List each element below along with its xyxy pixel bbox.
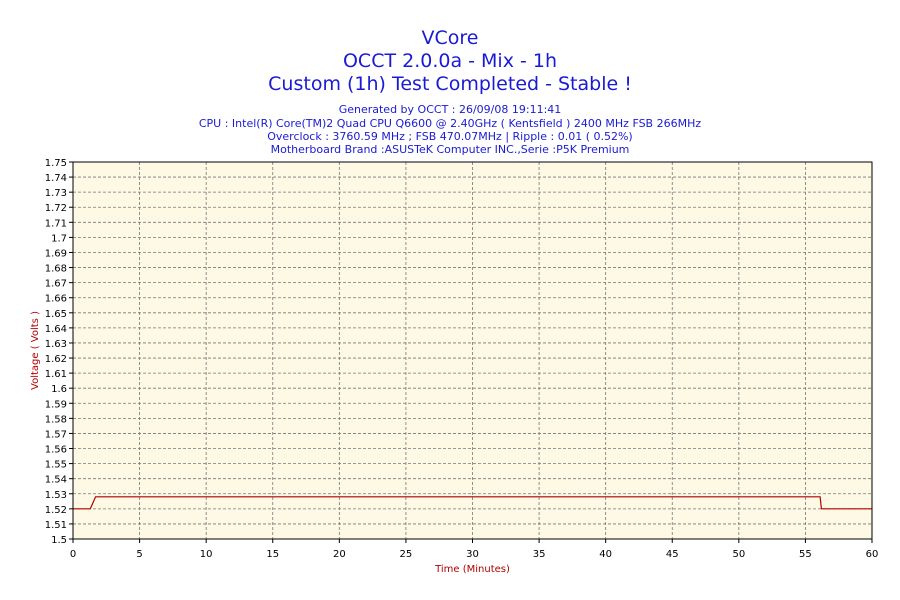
y-tick-label: 1.53 [45, 490, 67, 501]
y-tick-label: 1.52 [45, 505, 67, 516]
y-tick-label: 1.67 [45, 279, 67, 290]
x-tick-label: 60 [866, 549, 879, 560]
plot-border [72, 161, 873, 540]
y-tick-label: 1.74 [45, 173, 67, 184]
x-tick-label: 55 [799, 549, 812, 560]
y-tick-label: 1.62 [45, 354, 67, 365]
y-tick-label: 1.5 [51, 535, 67, 546]
y-axis-ticks: 1.5 1.51 1.52 1.53 1.54 1.55 1.56 1.57 1.58 1.59 1… [45, 158, 73, 546]
info-cpu: CPU : Intel(R) Core(TM)2 Quad CPU Q6600 … [198, 117, 702, 130]
x-tick-label: 25 [400, 549, 413, 560]
info-generated: Generated by OCCT : 26/09/08 19:11:41 [338, 103, 562, 116]
y-tick-label: 1.66 [45, 294, 67, 305]
x-axis-ticks: 0 5 10 15 20 25 30 35 40 45 50 55 60 [70, 539, 879, 560]
y-tick-label: 1.63 [45, 339, 67, 350]
info-overclock: Overclock : 3760.59 MHz ; FSB 470.07MHz … [267, 130, 633, 143]
x-axis-label: Time (Minutes) [434, 564, 510, 575]
y-tick-label: 1.54 [45, 475, 67, 486]
x-tick-label: 40 [599, 549, 612, 560]
x-tick-label: 50 [732, 549, 745, 560]
x-tick-label: 0 [70, 549, 76, 560]
x-tick-label: 35 [533, 549, 546, 560]
y-tick-label: 1.68 [45, 264, 67, 275]
test-status: Custom (1h) Test Completed - Stable ! [268, 73, 632, 95]
x-tick-label: 45 [666, 549, 679, 560]
y-axis-label: Voltage ( Volts ) [30, 311, 41, 390]
series-group [73, 496, 872, 510]
x-tick-label: 20 [333, 549, 346, 560]
vcore-series-line [73, 496, 872, 510]
chart-title: VCore [421, 27, 479, 49]
y-tick-label: 1.6 [51, 384, 67, 395]
y-tick-label: 1.51 [45, 520, 67, 531]
x-tick-label: 5 [136, 549, 142, 560]
chart-subtitle: OCCT 2.0.0a - Mix - 1h [342, 50, 558, 72]
y-tick-label: 1.65 [45, 309, 67, 320]
y-tick-label: 1.55 [45, 460, 67, 471]
grid-lines [73, 162, 872, 539]
y-tick-label: 1.56 [45, 445, 67, 456]
x-tick-label: 15 [266, 549, 279, 560]
y-tick-label: 1.7 [51, 233, 67, 244]
y-tick-label: 1.71 [45, 218, 67, 229]
y-tick-label: 1.64 [45, 324, 67, 335]
y-tick-label: 1.73 [45, 188, 67, 199]
info-motherboard: Motherboard Brand :ASUSTeK Computer INC.… [270, 143, 630, 156]
x-tick-label: 10 [200, 549, 213, 560]
x-tick-label: 30 [466, 549, 479, 560]
y-tick-label: 1.75 [45, 158, 67, 169]
y-tick-label: 1.72 [45, 203, 67, 214]
y-tick-label: 1.57 [45, 429, 67, 440]
y-tick-label: 1.61 [45, 369, 67, 380]
y-tick-label: 1.58 [45, 414, 67, 425]
y-tick-label: 1.59 [45, 399, 67, 410]
y-tick-label: 1.69 [45, 248, 67, 259]
